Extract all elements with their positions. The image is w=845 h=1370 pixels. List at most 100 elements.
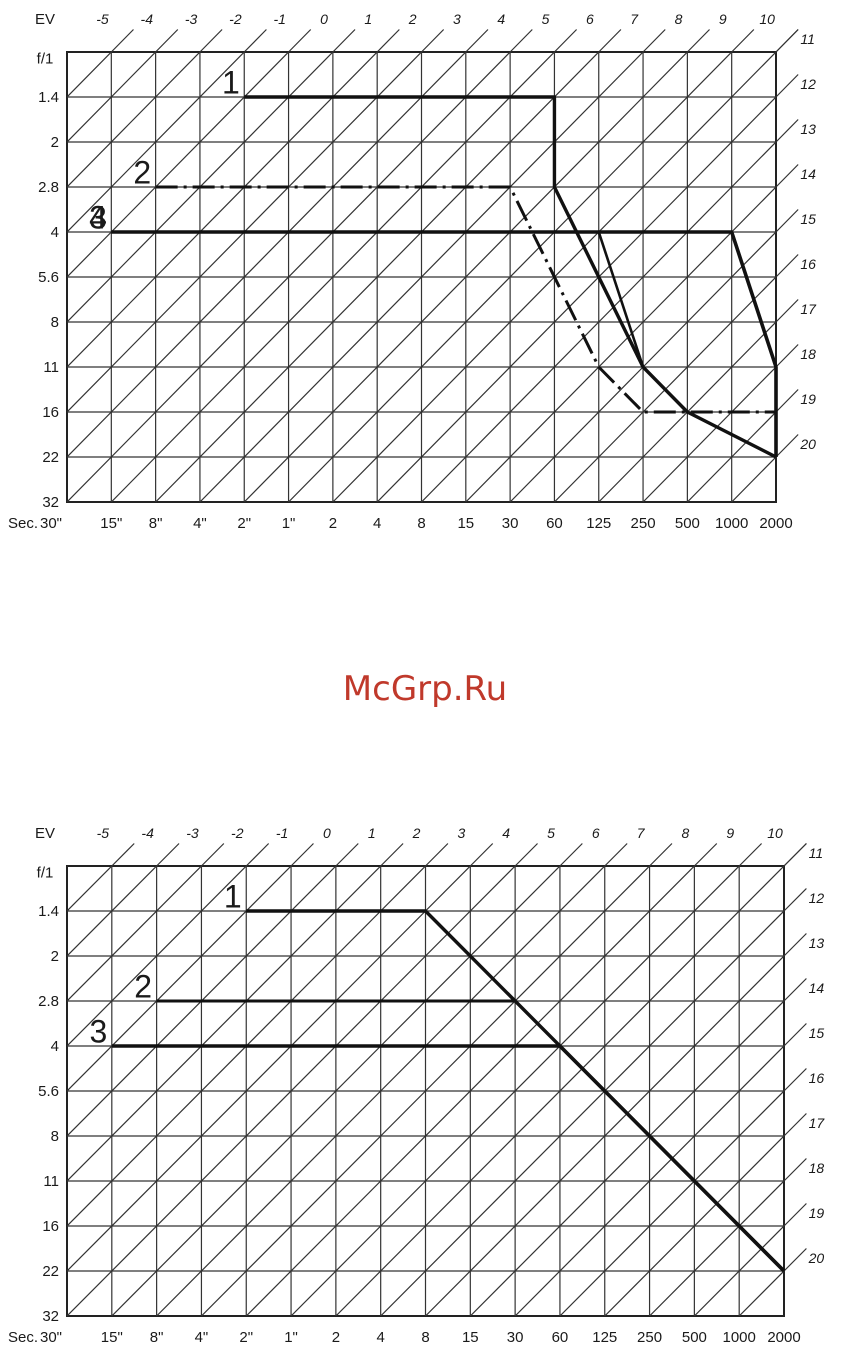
fstop-axis-label: f/1 — [37, 864, 54, 881]
y-tick-label: 32 — [42, 1308, 59, 1325]
exposure-chart-top: -5 -4 -3 -2 -1 0 1 2 3 4 5 6 7 8 9 10111213141516171819… — [0, 0, 817, 532]
ev-diagonal-line — [686, 411, 776, 502]
y-tick-label: 1.4 — [38, 89, 59, 106]
ev-diagonal-line — [335, 866, 784, 1316]
ev-tick-top — [642, 29, 666, 53]
series-line-3 — [111, 1044, 786, 1273]
ev-tick-right — [775, 344, 799, 368]
ev-label-right: 20 — [808, 1250, 825, 1266]
x-tick-label: 30 — [507, 1329, 524, 1346]
ev-diagonal-line — [0, 641, 201, 1316]
ev-label-right: 17 — [809, 1115, 826, 1131]
ev-diagonal-line — [425, 955, 784, 1316]
ev-diagonal-line — [67, 52, 423, 413]
ev-diagonals — [0, 0, 776, 502]
ev-label-top: -3 — [186, 825, 199, 841]
ev-diagonal-line — [465, 186, 776, 502]
x-tick-label: 4 — [377, 1329, 385, 1346]
ev-diagonal-line — [67, 866, 158, 957]
ev-label-right: 16 — [809, 1070, 825, 1086]
ev-label-top: 3 — [453, 11, 461, 27]
ev-label-top: 6 — [592, 825, 600, 841]
ev-tick-right — [783, 1068, 807, 1092]
series-label-3: 3 — [89, 1013, 107, 1049]
ev-diagonal-line — [376, 96, 776, 502]
ev-tick-right — [775, 389, 799, 413]
ev-tick-right — [775, 299, 799, 323]
ev-diagonal-line — [67, 866, 337, 1137]
ev-tick-right — [783, 888, 807, 912]
ev-label-top: 10 — [759, 11, 775, 27]
ev-diagonal-line — [67, 52, 511, 502]
ev-label-top: -4 — [141, 825, 154, 841]
ev-label-top: 0 — [323, 825, 331, 841]
ev-tick-top — [559, 843, 583, 867]
ev-tick-top — [469, 843, 494, 867]
ev-diagonal-line — [111, 866, 561, 1316]
ev-diagonal-line — [290, 866, 741, 1316]
x-tick-label: 2 — [332, 1329, 340, 1346]
ev-label-top: 6 — [586, 11, 594, 27]
ev-diagonal-line — [514, 1045, 784, 1316]
ev-tick-top — [155, 29, 179, 53]
ev-axis-label: EV — [35, 11, 55, 28]
series-label-1: 1 — [222, 64, 240, 100]
ev-tick-top — [335, 843, 359, 867]
ev-axis-label: EV — [35, 825, 55, 842]
ev-tick-right — [775, 119, 799, 143]
x-tick-label: 4 — [373, 515, 381, 532]
x-tick-label: 30" — [40, 1329, 62, 1346]
ev-label-top: 9 — [719, 11, 727, 27]
shutter-axis-label: Sec. — [8, 515, 38, 532]
y-tick-label: 22 — [42, 1263, 59, 1280]
ev-tick-right — [783, 843, 807, 867]
ev-tick-top — [693, 843, 718, 867]
x-tick-label: 2000 — [767, 1329, 800, 1346]
y-tick-label: 2.8 — [38, 179, 59, 196]
ev-tick-top — [380, 843, 404, 867]
ev-diagonal-line — [731, 456, 776, 502]
ev-diagonal-line — [738, 1270, 784, 1316]
ev-label-top: 8 — [682, 825, 690, 841]
ev-tick-right — [783, 1203, 807, 1227]
x-tick-label: 250 — [631, 515, 656, 532]
x-tick-label: 1000 — [723, 1329, 756, 1346]
series-label-4: 4 — [89, 199, 107, 235]
ev-tick-right — [775, 164, 799, 188]
ev-tick-top — [288, 29, 312, 53]
ev-diagonal-line — [67, 52, 467, 458]
series-label-2: 2 — [134, 968, 152, 1004]
ev-label-top: 5 — [547, 825, 555, 841]
ev-tick-top — [738, 843, 763, 867]
x-tick-label: 8" — [149, 515, 163, 532]
y-tick-label: 8 — [51, 314, 59, 331]
x-tick-label: 4" — [195, 1329, 209, 1346]
ev-label-top: 4 — [502, 825, 510, 841]
ev-tick-top — [554, 29, 578, 53]
ev-tick-top — [604, 843, 628, 867]
ev-diagonal-line — [67, 52, 290, 278]
y-tick-label: 11 — [43, 1173, 59, 1190]
ev-label-right: 17 — [800, 301, 817, 317]
ev-tick-top — [421, 29, 445, 53]
ev-tick-top — [201, 843, 225, 867]
y-tick-label: 16 — [42, 404, 59, 421]
x-tick-label: 60 — [546, 515, 563, 532]
ev-label-top: 7 — [630, 11, 639, 27]
ev-label-top: -1 — [273, 11, 285, 27]
x-tick-label: 125 — [586, 515, 611, 532]
x-tick-label: 1" — [284, 1329, 298, 1346]
ev-diagonal-line — [67, 52, 379, 368]
ev-diagonal-line — [0, 0, 244, 502]
ev-diagonal-line — [67, 52, 68, 53]
ev-tick-top — [514, 843, 538, 867]
ev-label-top: -2 — [231, 825, 244, 841]
ev-label-top: 2 — [412, 825, 421, 841]
ev-diagonal-line — [509, 231, 776, 502]
ev-label-top: -2 — [229, 11, 242, 27]
y-tick-label: 5.6 — [38, 1083, 59, 1100]
ev-diagonal-line — [67, 866, 427, 1227]
ev-label-top: 1 — [368, 825, 376, 841]
ev-tick-right — [775, 74, 799, 98]
